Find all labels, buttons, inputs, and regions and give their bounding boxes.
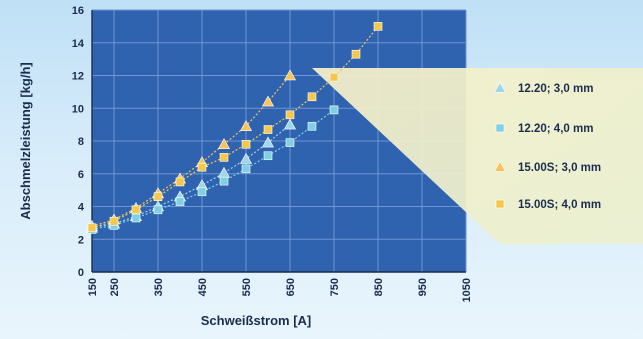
data-point xyxy=(153,192,163,201)
y-tick-label: 10 xyxy=(72,103,84,115)
data-point xyxy=(263,125,273,134)
data-point xyxy=(131,205,141,215)
x-tick-label: 650 xyxy=(285,278,297,296)
y-tick-label: 4 xyxy=(78,202,85,214)
series-line xyxy=(91,75,291,227)
data-point xyxy=(241,164,251,174)
data-point xyxy=(373,22,383,31)
data-point xyxy=(219,153,229,162)
data-point xyxy=(175,197,185,206)
data-point xyxy=(131,213,141,223)
data-point xyxy=(261,95,275,107)
data-point xyxy=(261,136,275,148)
legend-label: 12.20; 4,0 mm xyxy=(518,123,593,135)
y-tick-label: 14 xyxy=(72,38,85,50)
data-point xyxy=(329,72,339,82)
data-point xyxy=(217,138,231,149)
legend-label: 12.20; 3,0 mm xyxy=(518,83,593,95)
data-point xyxy=(285,110,295,120)
data-point xyxy=(307,121,317,131)
legend-marker xyxy=(493,160,507,172)
data-point xyxy=(283,118,297,130)
x-tick-label: 1050 xyxy=(461,278,473,302)
y-tick-label: 16 xyxy=(72,5,84,17)
data-point xyxy=(175,177,185,187)
data-point xyxy=(285,138,295,147)
legend-label: 15.00S; 3,0 mm xyxy=(518,162,601,174)
data-point xyxy=(197,187,207,197)
legend-marker xyxy=(493,81,507,93)
series-markers xyxy=(85,22,383,234)
x-tick-label: 450 xyxy=(197,278,209,296)
data-point xyxy=(109,216,119,226)
x-tick-label: 850 xyxy=(373,278,385,296)
y-tick-labels: 0 2 4 6 8 10 12 14 16 xyxy=(72,5,85,279)
legend: 12.20; 3,0 mm 12.20; 4,0 mm 15.00S; 3,0 mm… xyxy=(493,81,601,211)
data-point xyxy=(87,223,97,233)
legend-panel xyxy=(312,68,643,244)
data-point xyxy=(197,162,207,172)
x-tick-label: 750 xyxy=(329,278,341,296)
data-point xyxy=(307,92,317,102)
x-tick-label: 950 xyxy=(417,278,429,296)
x-tick-label: 550 xyxy=(241,278,253,296)
x-tick-label: 350 xyxy=(153,278,165,296)
y-tick-label: 6 xyxy=(78,169,84,181)
data-point xyxy=(219,176,229,186)
grid-lines xyxy=(92,9,467,272)
data-point xyxy=(329,105,339,115)
series-line xyxy=(91,124,291,229)
y-tick-label: 8 xyxy=(78,136,84,148)
data-point xyxy=(283,69,297,81)
y-tick-label: 0 xyxy=(78,267,84,279)
legend-marker xyxy=(495,199,505,209)
data-point xyxy=(351,49,361,59)
legend-marker xyxy=(495,123,505,133)
legend-label: 15.00S; 4,0 mm xyxy=(518,199,601,211)
y-axis-title: Abschmelzleistung [kg/h] xyxy=(18,62,33,219)
data-point xyxy=(239,152,253,164)
data-point xyxy=(241,139,251,149)
x-tick-labels: 150 250 350 450 550 650 750 850 950 1050 xyxy=(87,278,473,302)
y-tick-label: 12 xyxy=(72,71,84,83)
data-point xyxy=(239,120,253,131)
data-point xyxy=(263,151,273,161)
data-point xyxy=(153,205,163,215)
x-tick-label: 250 xyxy=(109,278,121,296)
x-axis-title: Schweißstrom [A] xyxy=(201,313,312,328)
x-tick-label: 150 xyxy=(87,278,99,296)
y-tick-label: 2 xyxy=(78,234,84,246)
